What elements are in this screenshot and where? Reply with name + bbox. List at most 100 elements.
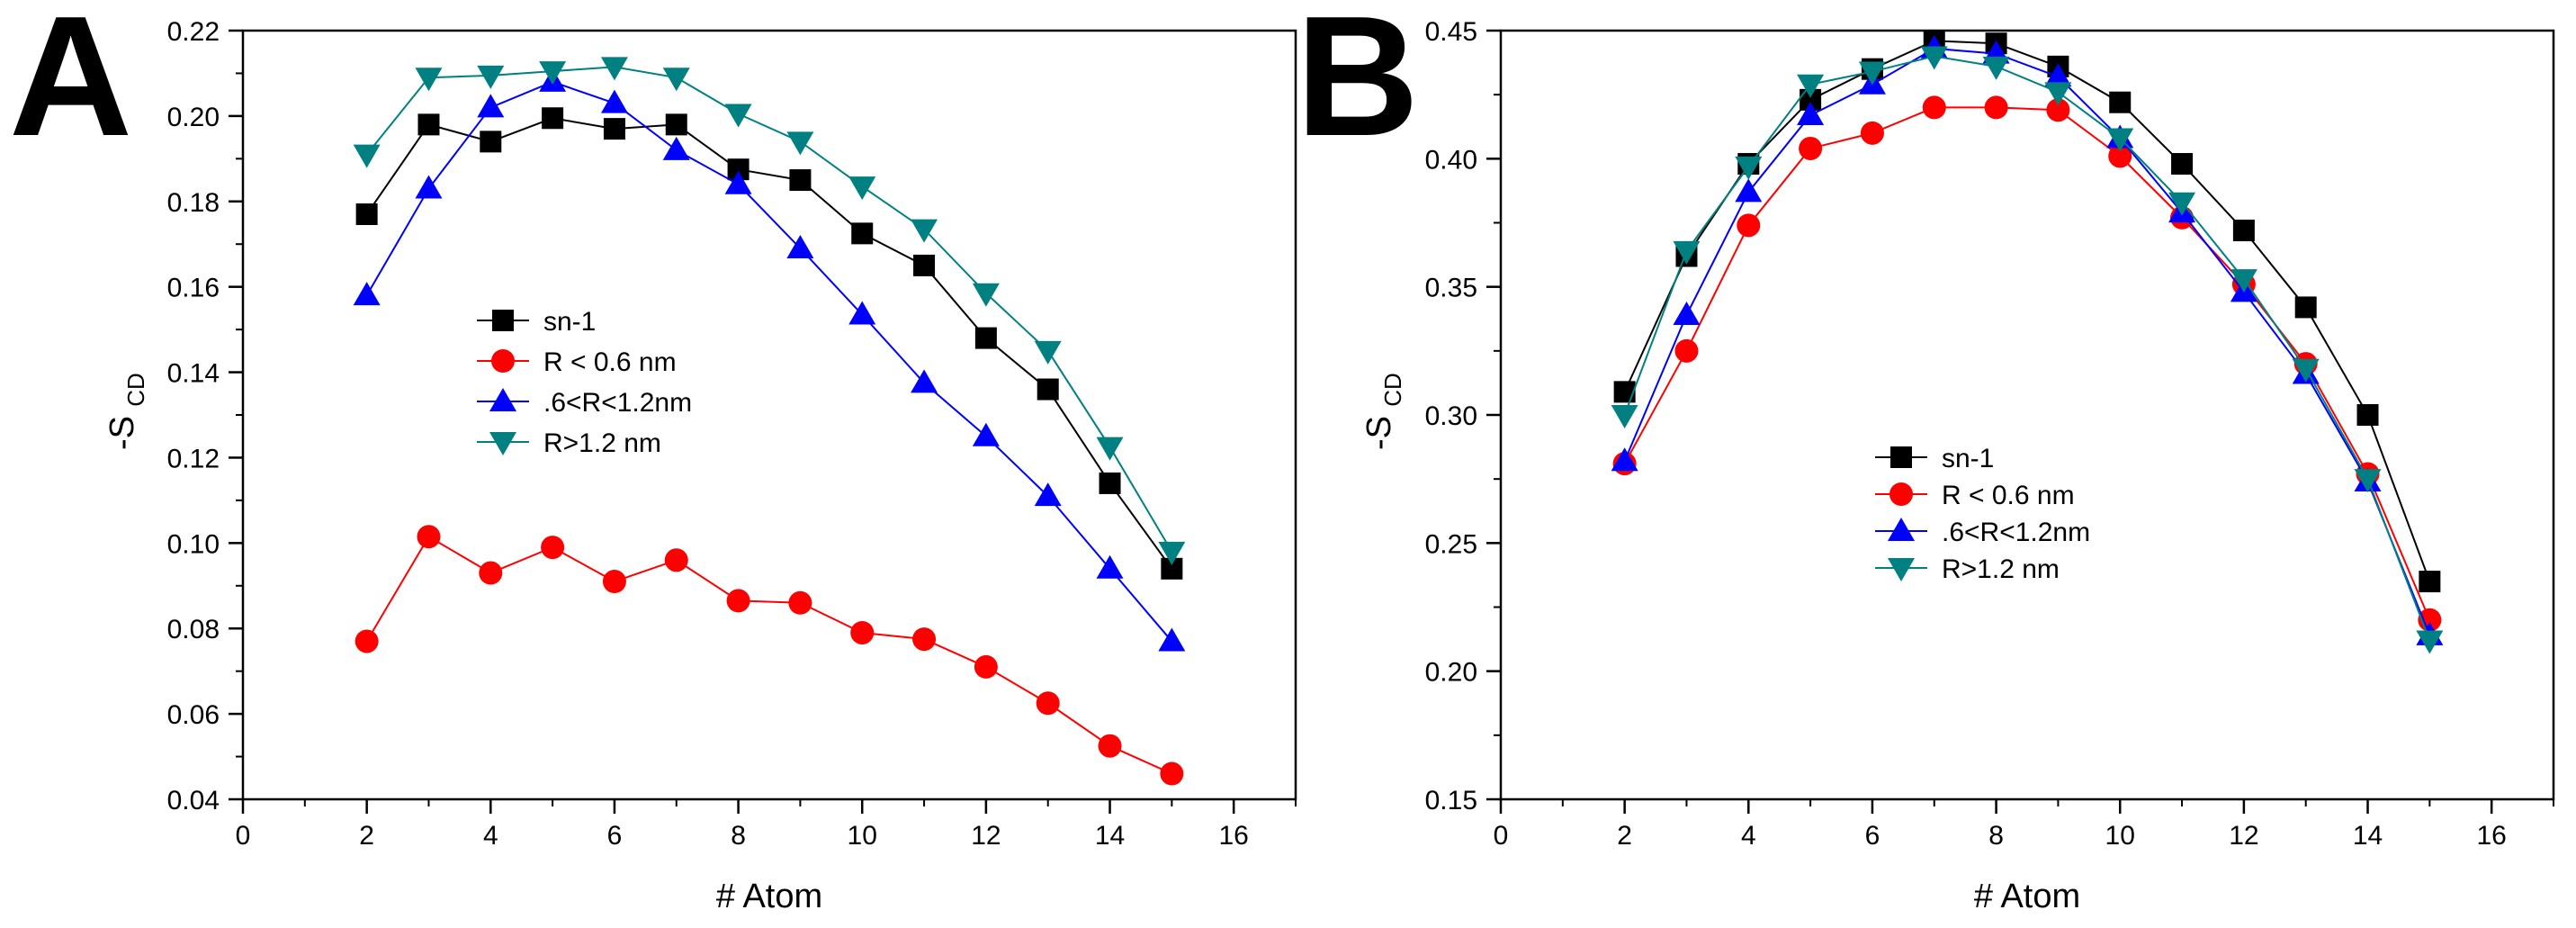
y-axis-label-sub-a: CD — [122, 373, 149, 407]
data-point-2 — [1158, 627, 1186, 652]
data-point-1 — [974, 654, 998, 679]
data-point-0 — [1099, 472, 1121, 494]
x-tick-label: 16 — [2476, 821, 2506, 851]
x-tick-label: 4 — [1741, 821, 1756, 851]
data-point-1 — [1098, 734, 1122, 758]
data-point-3 — [911, 219, 938, 243]
data-point-0 — [2356, 404, 2379, 426]
y-tick-label: 0.10 — [167, 529, 220, 559]
data-point-2 — [477, 94, 505, 118]
data-point-3 — [1797, 74, 1825, 98]
y-axis-a: 0.04 0.06 0.08 0.10 0.12 0.14 0.16 0.18 0.20 0.22 — [167, 17, 243, 815]
legend-marker-2 — [1888, 518, 1915, 541]
data-point-2 — [724, 170, 752, 194]
x-tick-label: 0 — [236, 821, 251, 851]
series-line-1 — [1623, 106, 2431, 621]
legend-marker-0 — [492, 310, 514, 331]
data-point-3 — [2106, 128, 2134, 152]
data-point-0 — [913, 254, 936, 276]
data-point-0 — [480, 131, 502, 153]
legend-marker-3 — [489, 432, 516, 455]
series-line-2 — [1623, 47, 2431, 636]
data-point-2 — [2044, 63, 2072, 87]
x-tick-label: 6 — [1865, 821, 1880, 851]
data-point-0 — [2419, 571, 2441, 593]
legend-marker-1 — [1889, 482, 1913, 506]
data-point-3 — [2292, 358, 2320, 383]
x-axis-b: 0 2 4 6 8 10 12 14 16 — [1494, 799, 2554, 851]
data-point-3 — [2230, 269, 2257, 293]
x-tick-label: 8 — [1988, 821, 2004, 851]
data-point-1 — [726, 589, 750, 613]
data-point-1 — [602, 570, 626, 594]
y-tick-label: 0.22 — [167, 17, 220, 47]
data-point-3 — [1611, 405, 1638, 428]
panel-label-a: A — [9, 0, 132, 172]
data-point-0 — [665, 113, 687, 136]
y-tick-label: 0.20 — [1425, 658, 1477, 688]
y-axis-label-a: -S CD — [103, 373, 149, 450]
data-point-1 — [850, 620, 875, 644]
x-tick-label: 14 — [2353, 821, 2383, 851]
y-tick-label: 0.30 — [1425, 401, 1477, 431]
data-point-1 — [2108, 144, 2132, 168]
data-point-3 — [2168, 192, 2196, 216]
legend-marker-3 — [1888, 558, 1915, 581]
x-tick-label: 12 — [2229, 821, 2258, 851]
data-point-3 — [848, 176, 876, 201]
data-point-1 — [1674, 338, 1699, 363]
y-axis-label-main-a: -S — [103, 416, 141, 450]
data-point-0 — [603, 118, 625, 140]
data-point-2 — [353, 282, 381, 306]
data-point-2 — [662, 136, 690, 160]
data-point-3 — [1034, 340, 1062, 365]
data-point-3 — [786, 131, 814, 156]
series-group-a — [353, 57, 1186, 786]
legend-label-0: sn-1 — [1942, 444, 1994, 473]
data-point-2 — [1797, 101, 1825, 125]
legend-label-3: R>1.2 nm — [1942, 554, 2060, 584]
data-point-1 — [1737, 213, 1761, 238]
data-point-1 — [1922, 95, 1946, 120]
y-tick-label: 0.16 — [167, 274, 220, 303]
data-point-1 — [1860, 121, 1884, 145]
x-tick-label: 0 — [1494, 821, 1509, 851]
data-point-1 — [912, 627, 937, 652]
x-tick-label: 4 — [483, 821, 498, 851]
y-tick-label: 0.12 — [167, 444, 220, 473]
x-axis-a: 0 2 4 6 8 10 12 14 16 — [236, 799, 1297, 851]
data-point-0 — [542, 107, 564, 130]
data-point-2 — [600, 89, 628, 113]
legend-marker-1 — [491, 349, 515, 373]
data-point-1 — [479, 561, 503, 585]
data-point-3 — [724, 104, 752, 128]
y-tick-label: 0.35 — [1425, 274, 1477, 303]
y-axis-label-sub-b: CD — [1379, 373, 1406, 407]
legend-a: sn-1 R < 0.6 nm .6<R<1.2nm R>1.2 nm — [477, 307, 692, 458]
y-axis-label-main-b: -S — [1360, 416, 1398, 450]
data-point-1 — [417, 525, 441, 549]
data-point-2 — [786, 234, 814, 258]
data-point-3 — [600, 57, 628, 81]
data-point-3 — [1982, 56, 2010, 80]
series-line-2 — [365, 80, 1173, 643]
data-point-0 — [417, 113, 440, 136]
data-point-3 — [353, 144, 381, 168]
y-tick-label: 0.40 — [1425, 145, 1477, 175]
x-axis-label-a: # Atom — [716, 878, 822, 915]
data-point-2 — [1611, 447, 1638, 472]
y-tick-label: 0.18 — [167, 188, 220, 218]
y-tick-label: 0.45 — [1425, 17, 1477, 47]
legend-b: sn-1 R < 0.6 nm .6<R<1.2nm R>1.2 nm — [1875, 444, 2090, 584]
y-tick-label: 0.15 — [1425, 786, 1477, 815]
legend-marker-2 — [489, 388, 516, 411]
data-point-1 — [664, 548, 688, 572]
data-point-0 — [2171, 153, 2194, 176]
y-axis-label-b: -S CD — [1360, 373, 1406, 450]
legend-label-2: .6<R<1.2nm — [1942, 518, 2090, 547]
data-point-2 — [1673, 301, 1701, 325]
data-point-3 — [2416, 630, 2444, 654]
data-point-2 — [911, 369, 938, 393]
data-point-1 — [1160, 761, 1184, 786]
